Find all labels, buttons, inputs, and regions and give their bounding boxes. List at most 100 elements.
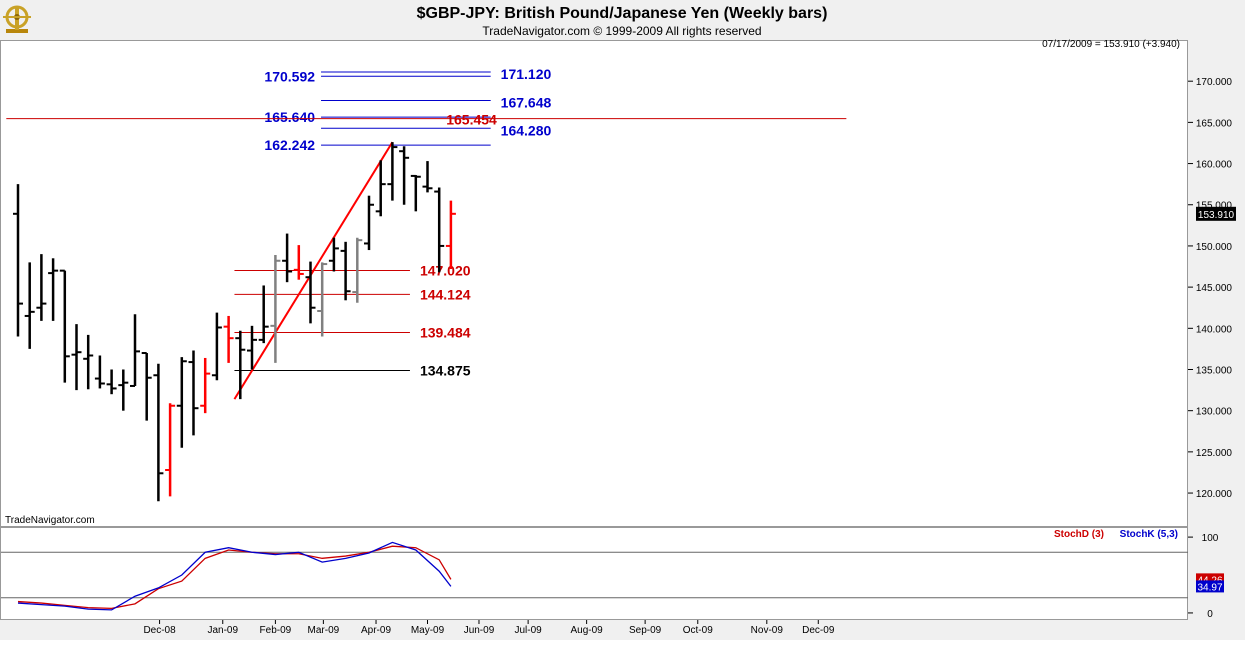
ohlc-bar (36, 254, 47, 321)
level-label: 144.124 (420, 286, 471, 302)
level-label: 139.484 (420, 325, 471, 341)
stoch-series-line (17, 541, 452, 611)
level-label: 170.592 (264, 68, 315, 84)
ohlc-bar (106, 369, 117, 395)
legend-stochk: StochK (5,3) (1120, 529, 1178, 540)
ohlc-bar (235, 330, 246, 400)
stoch-value-box (1196, 580, 1224, 593)
x-tick-label: Feb-09 (260, 625, 292, 636)
ohlc-bar (317, 262, 328, 337)
price-y-axis: 120.000 125.000 130.000 135.000 140.000 145.0… (1188, 77, 1232, 500)
ohlc-bar (200, 357, 211, 414)
x-tick-label: Jan-09 (207, 625, 238, 636)
ohlc-bar (434, 187, 445, 273)
ohlc-bar (364, 195, 374, 251)
last-price-marker: 153.910 (1196, 206, 1236, 221)
x-tick-label: Oct-09 (683, 625, 713, 636)
y-tick-label: 135.000 (1196, 365, 1233, 376)
ohlc-bar (83, 334, 94, 390)
ohlc-bar (282, 233, 293, 283)
ohlc-bar (141, 352, 152, 421)
ohlc-bar (165, 403, 176, 497)
y-tick-label: 125.000 (1196, 448, 1233, 459)
y-tick-label: 155.000 (1196, 201, 1233, 212)
last-price-label: 153.910 (1198, 210, 1235, 221)
last-quote: 07/17/2009 = 153.910 (+3.940) (1042, 39, 1180, 50)
trend-line-segment (233, 141, 394, 400)
chart-title: $GBP-JPY: British Pound/Japanese Yen (We… (417, 5, 828, 22)
stoch-y-tick-label: 100 (1202, 533, 1219, 544)
ohlc-bar (328, 237, 339, 272)
ohlc-bar (118, 369, 129, 411)
level-label: 165.640 (264, 109, 315, 125)
y-tick-label: 140.000 (1196, 324, 1233, 335)
y-tick-label: 160.000 (1196, 160, 1233, 171)
ohlc-bar (71, 324, 82, 391)
x-tick-label: Dec-09 (802, 625, 835, 636)
stoch-series-line (17, 545, 452, 610)
x-tick-label: Dec-08 (143, 625, 176, 636)
y-tick-label: 120.000 (1196, 489, 1233, 500)
ohlc-bar (59, 269, 70, 383)
stoch-y-tick-label: 0 (1207, 609, 1213, 620)
y-tick-label: 130.000 (1196, 407, 1233, 418)
ohlc-bar (258, 285, 269, 344)
ohlc-bar (176, 357, 187, 448)
x-tick-label: Nov-09 (751, 625, 784, 636)
ohlc-bar (247, 325, 257, 370)
x-tick-label: Sep-09 (629, 625, 662, 636)
ohlc-bar (153, 363, 164, 502)
stochastic-panel: 010044.2634.97 (1, 533, 1224, 620)
level-label: 147.020 (420, 262, 471, 278)
x-axis-strip (0, 620, 1245, 640)
ohlc-bar (270, 254, 281, 363)
level-label: 162.242 (264, 137, 315, 153)
ohlc-bar (422, 161, 433, 193)
stoch-panel-frame (0, 527, 1188, 620)
y-tick-label: 170.000 (1196, 77, 1233, 88)
trend-line (233, 141, 394, 400)
ohlc-bar (399, 146, 410, 205)
x-tick-label: Aug-09 (570, 625, 603, 636)
ohlc-bar (223, 315, 234, 363)
y-axis-strip (1188, 40, 1245, 620)
ohlc-bar (130, 314, 140, 387)
time-x-axis: Dec-08 Jan-09 Feb-09 Mar-09 Apr-09 May-09 Jun-… (143, 620, 835, 636)
ohlc-bar (211, 312, 222, 381)
ohlc-bar (352, 237, 363, 303)
ohlc-bar (94, 355, 105, 389)
ohlc-bar (305, 261, 316, 324)
x-tick-label: Mar-09 (308, 625, 340, 636)
level-label: 171.120 (501, 66, 552, 82)
ohlc-bar (188, 350, 199, 436)
ohlc-bar (340, 241, 351, 301)
logo-icon (3, 5, 31, 33)
watermark: TradeNavigator.com (5, 515, 95, 526)
title-bar (0, 0, 1245, 40)
price-panel-frame (0, 40, 1188, 527)
x-tick-label: Apr-09 (361, 625, 391, 636)
chart-subtitle: TradeNavigator.com © 1999-2009 All right… (482, 24, 761, 38)
ohlc-bar (387, 142, 398, 201)
last-price-box (1196, 206, 1236, 221)
level-label: 134.875 (420, 363, 471, 379)
x-tick-label: Jul-09 (514, 625, 542, 636)
x-tick-label: May-09 (411, 625, 445, 636)
ohlc-bar (410, 174, 421, 212)
stochastic-legend: StochD (3) StochK (5,3) (1054, 529, 1178, 540)
y-tick-label: 150.000 (1196, 242, 1233, 253)
x-tick-label: Jun-09 (464, 625, 495, 636)
level-label: 164.280 (501, 122, 552, 138)
ohlc-bar (13, 184, 23, 337)
ohlc-bar (375, 160, 386, 217)
y-tick-label: 145.000 (1196, 283, 1233, 294)
fibonacci-levels: 171.120 170.592 167.648 165.640 164.280 162.2… (6, 66, 847, 379)
level-label: 165.454 (446, 112, 497, 128)
price-bars (13, 142, 456, 502)
level-label: 167.648 (501, 95, 552, 111)
ohlc-bar (445, 200, 456, 269)
ohlc-bar (293, 245, 304, 280)
